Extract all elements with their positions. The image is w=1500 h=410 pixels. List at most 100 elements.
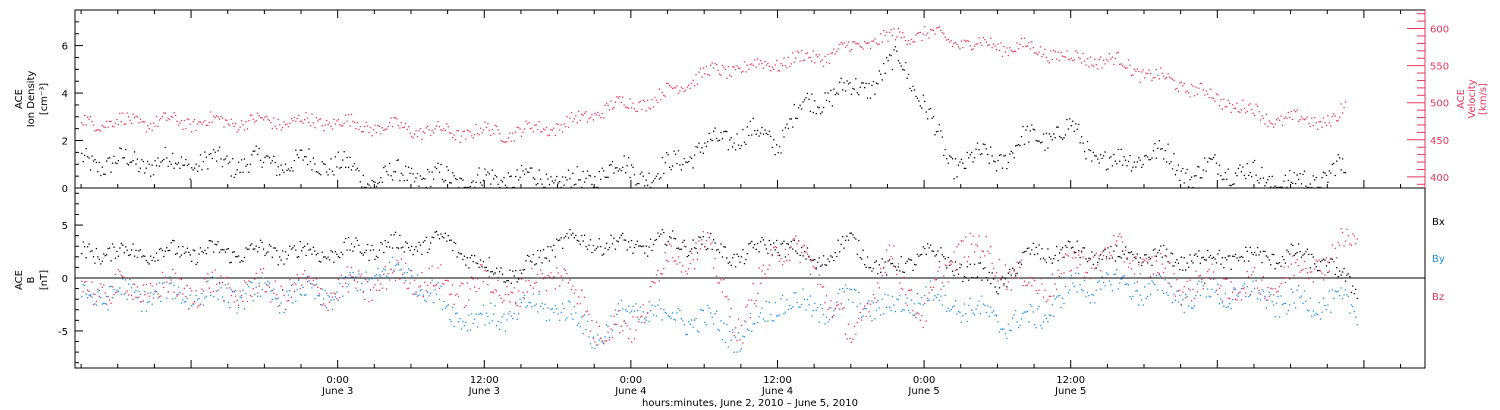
bz-point xyxy=(1337,241,1339,244)
by-point xyxy=(733,351,735,353)
density-point xyxy=(377,182,379,185)
by-point xyxy=(1286,313,1288,315)
velocity-point xyxy=(960,40,963,42)
bx-point xyxy=(522,269,524,271)
bx-point xyxy=(856,253,858,255)
velocity-point xyxy=(513,140,515,142)
bx-point xyxy=(616,240,618,242)
by-point xyxy=(1048,314,1051,316)
velocity-point xyxy=(710,64,712,66)
bx-point xyxy=(155,252,158,254)
density-point xyxy=(167,165,169,168)
by-point xyxy=(214,277,216,279)
bx-point xyxy=(1309,267,1311,269)
x-tick-label-time: 0:00 xyxy=(620,375,642,386)
by-point xyxy=(1089,302,1092,304)
density-point xyxy=(317,171,319,173)
by-point xyxy=(563,307,565,310)
bz-point xyxy=(724,296,727,298)
velocity-point xyxy=(108,120,111,122)
by-point xyxy=(774,301,776,304)
velocity-point xyxy=(92,124,95,126)
velocity-point xyxy=(191,131,193,133)
density-point xyxy=(881,79,883,81)
bx-point xyxy=(746,253,749,255)
density-point xyxy=(1135,166,1137,168)
by-point xyxy=(789,304,791,307)
density-point xyxy=(975,148,977,150)
bz-point xyxy=(158,296,161,298)
by-point xyxy=(1287,309,1289,312)
density-point xyxy=(1063,137,1065,139)
bz-point xyxy=(1283,266,1285,268)
density-point xyxy=(1051,139,1053,141)
bz-point xyxy=(1130,268,1133,270)
velocity-point xyxy=(1223,98,1225,100)
velocity-point xyxy=(963,39,965,41)
density-point xyxy=(1104,151,1106,153)
velocity-point xyxy=(479,127,482,129)
bz-point xyxy=(321,304,323,306)
velocity-point xyxy=(1020,37,1023,40)
bz-point xyxy=(652,281,655,283)
bz-point xyxy=(654,282,656,284)
bx-point xyxy=(988,271,990,274)
density-point xyxy=(345,166,347,168)
bz-point xyxy=(1290,263,1292,265)
bz-point xyxy=(191,290,193,292)
by-point xyxy=(375,274,378,276)
velocity-point xyxy=(215,115,218,117)
by-point xyxy=(325,307,328,309)
density-point xyxy=(1265,182,1267,184)
bx-point xyxy=(1227,255,1229,257)
by-point xyxy=(613,323,615,325)
velocity-point xyxy=(498,132,501,135)
density-point xyxy=(457,186,460,189)
by-point xyxy=(940,295,942,297)
bx-point xyxy=(1076,240,1078,242)
density-point xyxy=(924,100,926,102)
velocity-point xyxy=(780,62,782,65)
bx-point xyxy=(314,250,316,252)
velocity-point xyxy=(301,120,303,122)
velocity-point xyxy=(1217,94,1219,96)
bz-point xyxy=(218,281,221,284)
bz-point xyxy=(973,251,976,253)
bx-point xyxy=(1319,261,1322,263)
by-point xyxy=(1152,282,1155,284)
by-point xyxy=(1224,292,1226,295)
velocity-point xyxy=(551,129,554,131)
bx-point xyxy=(1020,263,1023,265)
velocity-point xyxy=(784,65,787,67)
bx-point xyxy=(1331,258,1333,260)
by-point xyxy=(1151,280,1153,282)
by-point xyxy=(979,312,982,315)
velocity-point xyxy=(1273,126,1275,128)
density-point xyxy=(271,160,273,162)
density-point xyxy=(953,178,955,180)
bz-point xyxy=(126,290,128,292)
top-left-ylabel-line1: ACE xyxy=(14,89,25,109)
bx-point xyxy=(1328,261,1331,264)
density-point xyxy=(1312,175,1314,177)
bx-point xyxy=(1061,247,1064,249)
by-point xyxy=(1180,304,1182,307)
density-point xyxy=(918,100,920,102)
velocity-point xyxy=(688,84,690,86)
velocity-point xyxy=(151,129,153,131)
bx-point xyxy=(808,255,810,257)
bx-point xyxy=(503,281,505,283)
density-point xyxy=(762,133,765,135)
by-point xyxy=(559,319,561,321)
bz-point xyxy=(418,286,420,288)
by-point xyxy=(1177,301,1180,303)
by-point xyxy=(270,290,272,292)
bx-point xyxy=(1347,272,1350,275)
bx-point xyxy=(257,251,259,253)
by-point xyxy=(158,282,161,284)
velocity-point xyxy=(932,29,935,32)
by-point xyxy=(1050,315,1052,317)
bx-point xyxy=(128,254,130,257)
by-point xyxy=(1284,302,1287,305)
bz-point xyxy=(233,301,235,303)
